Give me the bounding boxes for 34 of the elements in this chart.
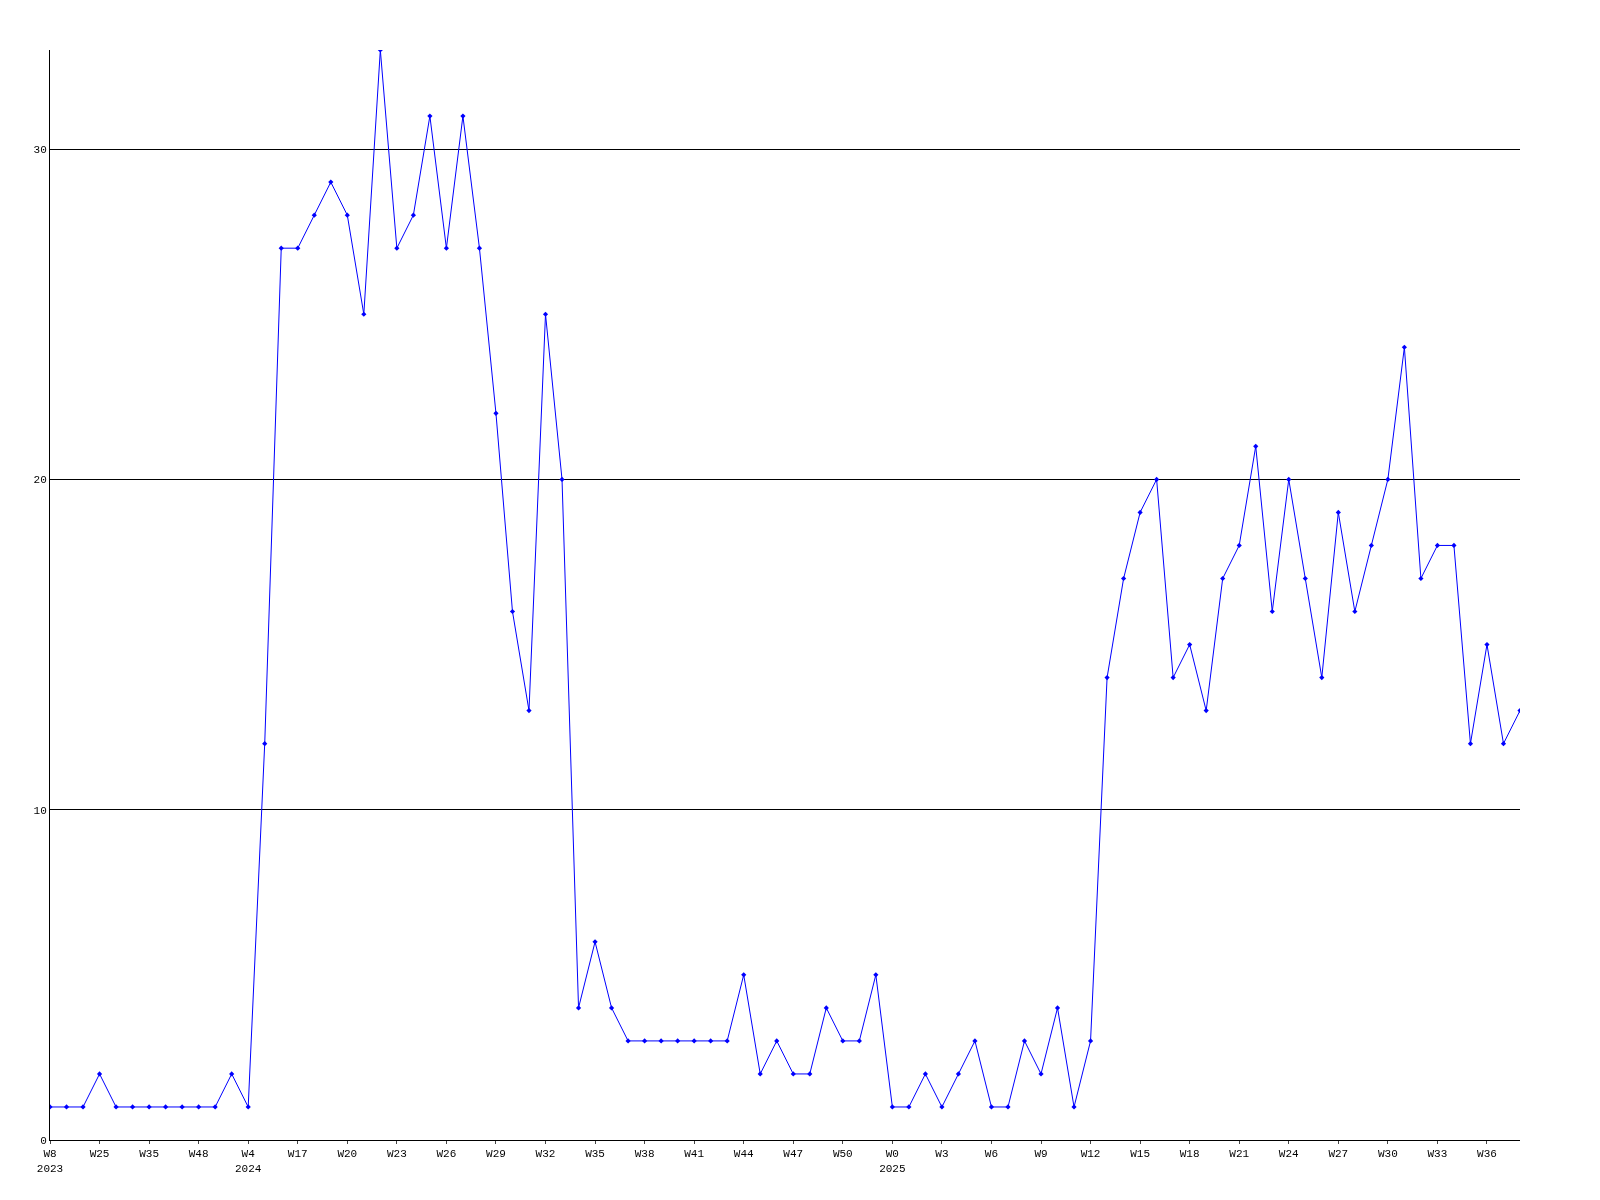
x-tick-label: W20	[337, 1148, 358, 1161]
x-tick-label: W29	[486, 1148, 506, 1161]
x-tick-label: W23	[386, 1148, 407, 1161]
x-tick-label: W3	[935, 1148, 949, 1161]
x-tick-label: W33	[1427, 1148, 1448, 1161]
x-tick-label: W44	[733, 1148, 755, 1161]
x-tick-label: W35	[139, 1148, 160, 1161]
x-tick-label: W24	[1278, 1148, 1300, 1161]
x-tick-label: W8 2023	[36, 1148, 64, 1175]
x-tick-label: W4 2024	[235, 1148, 262, 1175]
x-tick-label: W38	[634, 1148, 655, 1161]
y-tick-label: 0	[40, 1134, 47, 1147]
x-tick-label: W0 2025	[879, 1148, 906, 1175]
x-tick-label: W35	[585, 1148, 605, 1161]
x-tick-label: W41	[684, 1148, 705, 1161]
x-tick-label: W25	[89, 1148, 110, 1161]
x-tick-label: W21	[1229, 1148, 1250, 1161]
x-tick-label: W17	[287, 1148, 308, 1161]
x-tick-label: W48	[188, 1148, 209, 1161]
y-tick-label: 30	[33, 143, 47, 156]
y-tick-label: 10	[33, 804, 47, 817]
x-tick-label: W47	[783, 1148, 804, 1161]
x-tick-label: W9	[1034, 1148, 1048, 1161]
x-tick-label: W18	[1179, 1148, 1200, 1161]
x-tick-label: W27	[1328, 1148, 1349, 1161]
x-tick-label: W32	[535, 1148, 556, 1161]
x-tick-label: W30	[1377, 1148, 1398, 1161]
x-tick-label: W50	[832, 1148, 853, 1161]
y-tick-label: 20	[33, 474, 47, 487]
x-tick-label: W12	[1080, 1148, 1101, 1161]
x-tick-label: W6	[984, 1148, 999, 1161]
x-tick-label: W26	[436, 1148, 457, 1161]
x-tick-label: W36	[1477, 1148, 1497, 1161]
x-tick-label: W15	[1130, 1148, 1151, 1161]
